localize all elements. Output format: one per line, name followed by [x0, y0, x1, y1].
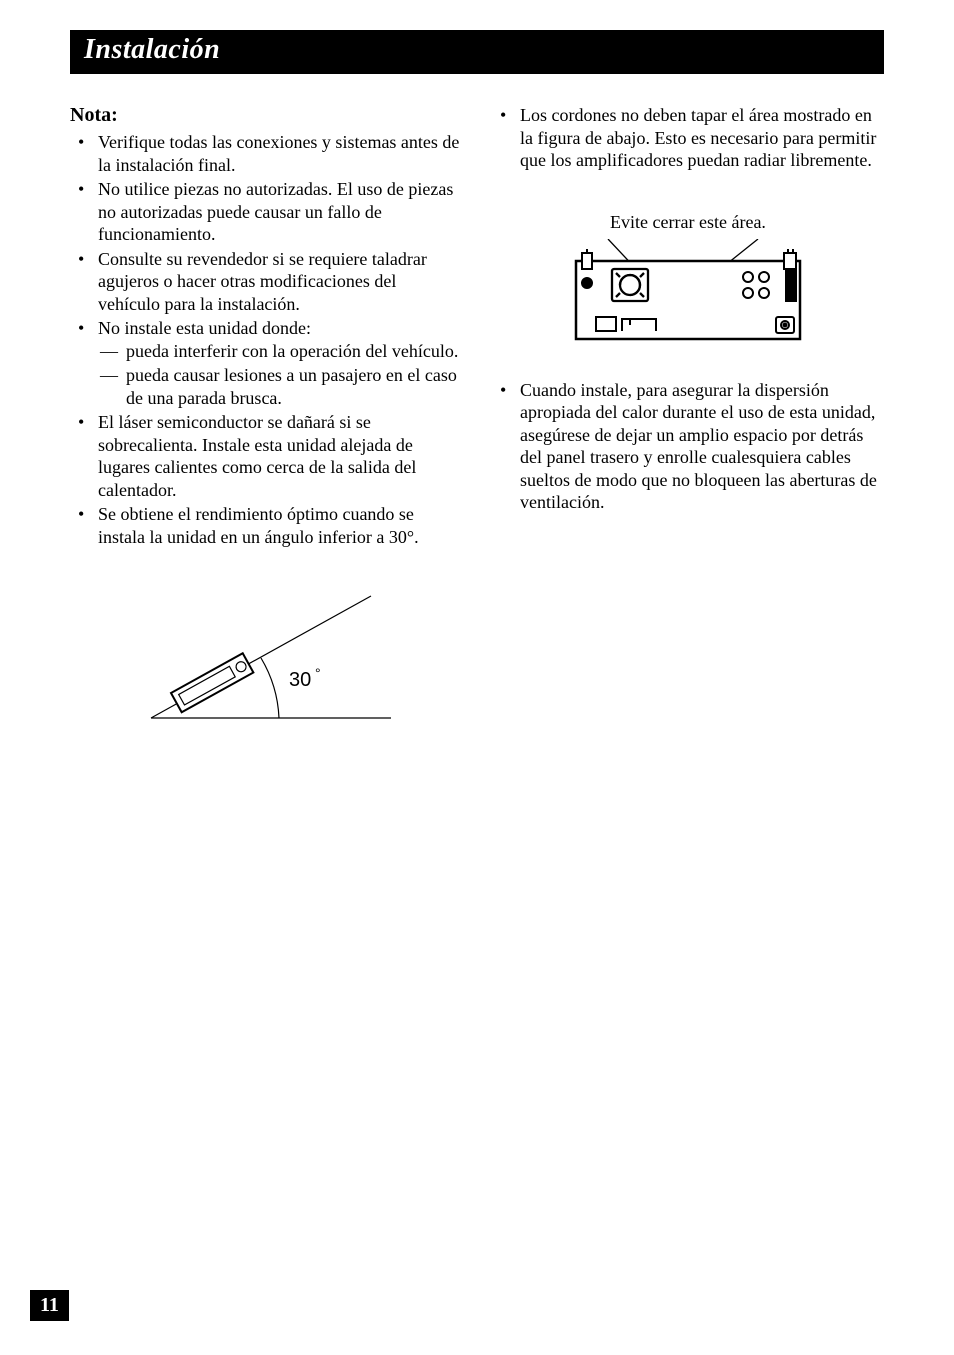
list-item: Los cordones no deben tapar el área most… [492, 104, 884, 172]
list-item-text: No instale esta unidad donde: [98, 318, 311, 338]
left-column: Nota: Verifique todas las conexiones y s… [70, 104, 462, 738]
angle-label: 30 [289, 669, 311, 691]
list-item-text: Los cordones no deben tapar el área most… [520, 105, 876, 170]
rear-panel-caption: Evite cerrar este área. [492, 212, 884, 233]
list-item-text: Consulte su revendedor si se requiere ta… [98, 249, 427, 314]
angle-diagram: 30 ° [131, 578, 401, 738]
nota-heading: Nota: [70, 104, 462, 127]
list-item-text: Se obtiene el rendimiento óptimo cuando … [98, 504, 419, 547]
page-number: 11 [30, 1290, 69, 1321]
section-title-bar: Instalación [70, 30, 884, 74]
list-item: Consulte su revendedor si se requiere ta… [70, 248, 462, 316]
angle-degree: ° [315, 665, 321, 681]
right-bullet-list-2: Cuando instale, para asegurar la dispers… [492, 379, 884, 514]
list-item: No utilice piezas no autorizadas. El uso… [70, 178, 462, 246]
left-bullet-list: Verifique todas las conexiones y sistema… [70, 131, 462, 548]
rear-panel-diagram [568, 239, 808, 349]
sub-list-item: pueda interferir con la operación del ve… [98, 340, 462, 363]
content-columns: Nota: Verifique todas las conexiones y s… [70, 104, 884, 738]
list-item-text: Cuando instale, para asegurar la dispers… [520, 380, 877, 513]
sub-list-item-text: pueda interferir con la operación del ve… [126, 341, 458, 361]
sub-list-item-text: pueda causar lesiones a un pasajero en e… [126, 365, 457, 408]
section-title: Instalación [84, 34, 220, 65]
list-item: El láser semiconductor se dañará si se s… [70, 411, 462, 501]
sub-list: pueda interferir con la operación del ve… [98, 340, 462, 410]
list-item: Cuando instale, para asegurar la dispers… [492, 379, 884, 514]
list-item: Verifique todas las conexiones y sistema… [70, 131, 462, 176]
list-item-text: Verifique todas las conexiones y sistema… [98, 132, 459, 175]
list-item: No instale esta unidad donde: pueda inte… [70, 317, 462, 409]
sub-list-item: pueda causar lesiones a un pasajero en e… [98, 364, 462, 409]
list-item: Se obtiene el rendimiento óptimo cuando … [70, 503, 462, 548]
right-bullet-list-1: Los cordones no deben tapar el área most… [492, 104, 884, 172]
list-item-text: El láser semiconductor se dañará si se s… [98, 412, 416, 500]
list-item-text: No utilice piezas no autorizadas. El uso… [98, 179, 453, 244]
right-column: Los cordones no deben tapar el área most… [492, 104, 884, 738]
